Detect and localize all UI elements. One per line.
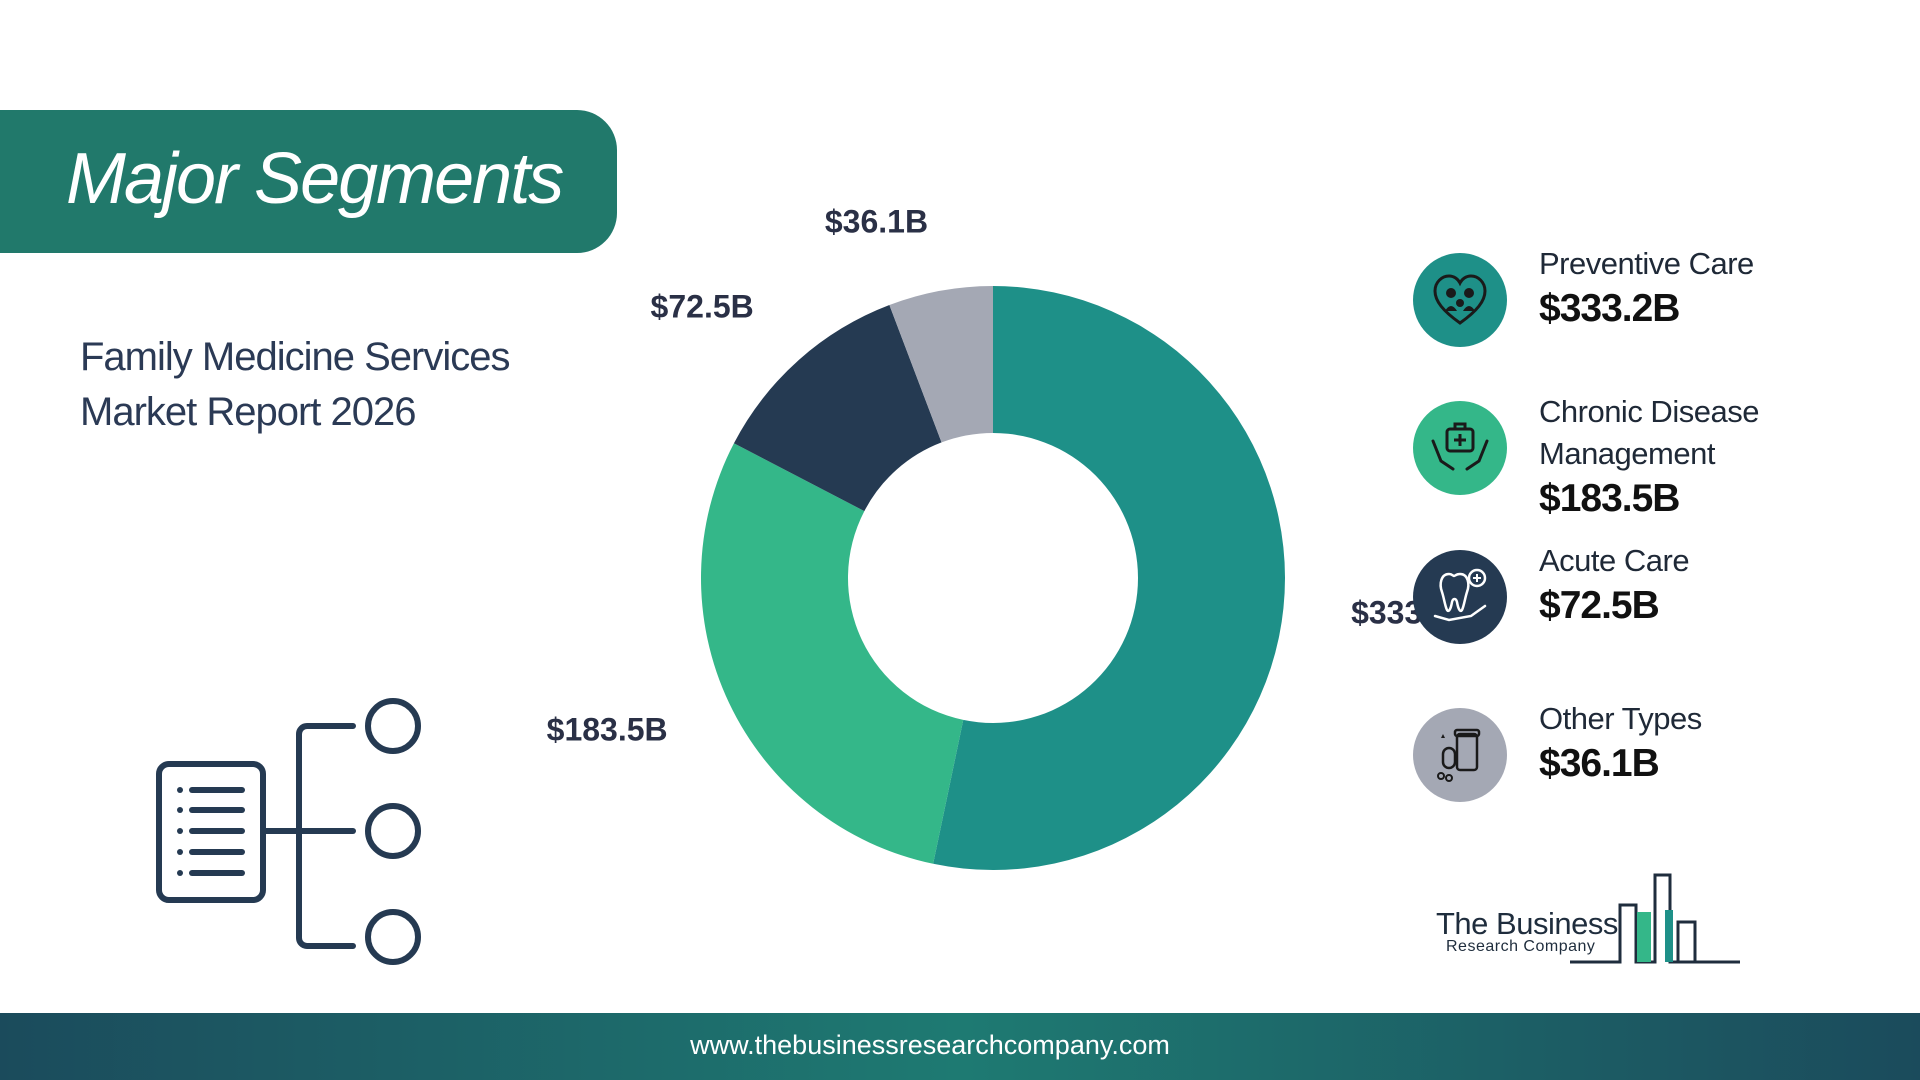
pill-bottle-icon [1413, 708, 1507, 802]
page-title: Major Segments [66, 139, 564, 219]
report-subtitle: Family Medicine Services Market Report 2… [80, 330, 540, 440]
brand-subtitle: Research Company [1446, 938, 1596, 955]
footer-bar: www.thebusinessresearchcompany.com [0, 1013, 1920, 1080]
tooth-hand-icon [1413, 550, 1507, 644]
donut-data-label-1: $183.5B [547, 712, 668, 748]
donut-slice-0 [933, 286, 1285, 870]
legend-label: Acute Care [1539, 543, 1690, 578]
legend-value: $183.5B [1539, 477, 1680, 520]
donut-slice-1 [701, 443, 964, 864]
legend-label: Chronic Disease [1539, 394, 1759, 429]
donut-data-label-3: $36.1B [825, 203, 928, 239]
footer-url[interactable]: www.thebusinessresearchcompany.com [690, 1030, 1170, 1060]
legend-label: Preventive Care [1539, 246, 1754, 281]
brand-logo: The Business Research Company [1430, 870, 1750, 970]
legend-label: Other Types [1539, 701, 1702, 736]
subtitle-line-1: Family Medicine Services [80, 335, 510, 379]
legend-label: Management [1539, 436, 1715, 471]
brand-name: The Business [1436, 906, 1618, 941]
donut-data-label-2: $72.5B [651, 288, 754, 324]
medical-kit-hands-icon [1413, 401, 1507, 495]
segments-tree-icon [156, 698, 421, 965]
subtitle-line-2: Market Report 2026 [80, 390, 417, 434]
legend-value: $333.2B [1539, 287, 1680, 330]
title-banner: Major Segments [0, 110, 617, 253]
legend-value: $72.5B [1539, 584, 1660, 627]
donut-slice-3 [889, 286, 993, 443]
legend-value: $36.1B [1539, 742, 1660, 785]
brand-skyline-icon [1570, 873, 1740, 964]
heart-family-icon [1413, 253, 1507, 347]
donut-slice-2 [733, 305, 942, 512]
